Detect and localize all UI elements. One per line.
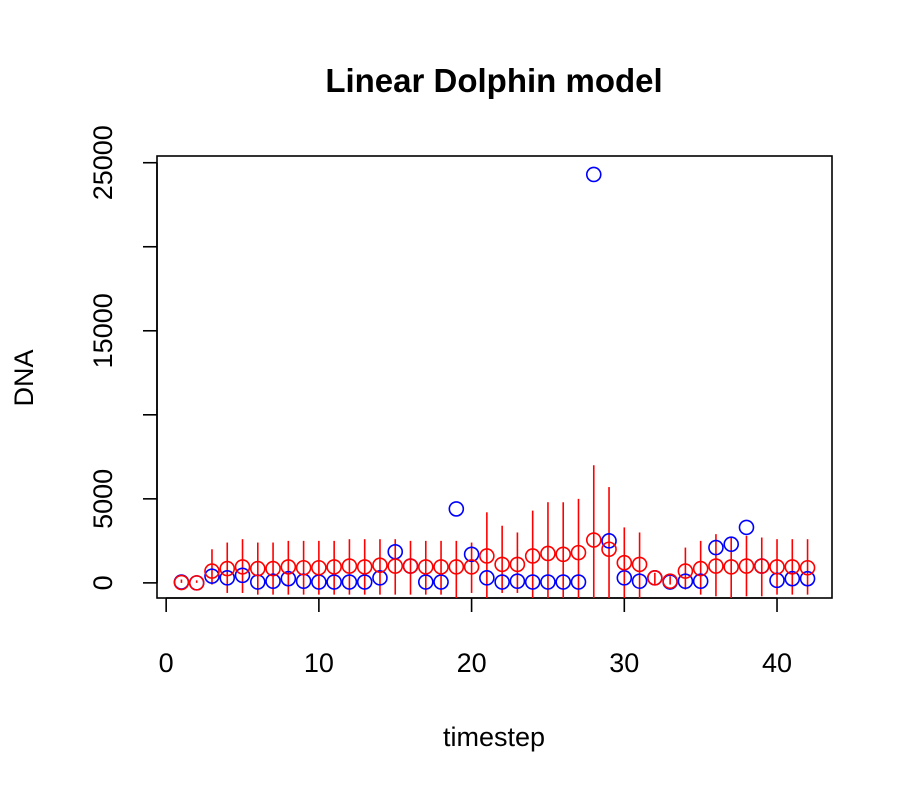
observed-point <box>601 533 617 549</box>
model-point <box>509 556 526 573</box>
model-point <box>692 560 709 577</box>
observed-point <box>341 574 358 590</box>
model-point <box>433 559 449 575</box>
observed-point <box>219 570 236 586</box>
observed-point <box>784 570 801 587</box>
observed-point <box>433 574 449 590</box>
model-point <box>372 557 388 574</box>
error-bars <box>180 465 809 598</box>
model-point <box>341 558 358 574</box>
x-tick-label: 0 <box>159 648 174 678</box>
model-point <box>601 541 617 558</box>
x-axis-label: timestep <box>443 722 545 752</box>
model-point <box>738 558 755 574</box>
model-point <box>799 559 816 576</box>
model-point <box>219 560 236 577</box>
model-point <box>326 559 342 575</box>
y-tick-label: 5000 <box>88 469 118 529</box>
observed-point <box>677 573 694 589</box>
observed-point <box>479 570 495 586</box>
model-point <box>204 563 220 579</box>
model-point <box>463 559 480 575</box>
observed-point <box>540 574 556 590</box>
y-axis: 0 5000 15000 25000 <box>88 125 158 590</box>
model-point <box>249 560 266 577</box>
x-tick-label: 30 <box>609 648 639 678</box>
observed-point <box>417 574 434 590</box>
observed-point <box>799 570 816 587</box>
model-point <box>188 575 205 591</box>
x-tick-label: 40 <box>762 648 792 678</box>
observed-point <box>524 574 541 590</box>
model-point <box>265 560 281 577</box>
model-point <box>402 558 419 574</box>
y-tick-label: 15000 <box>88 293 118 368</box>
observed-point <box>265 573 281 589</box>
model-point <box>585 532 602 548</box>
observed-point <box>463 546 480 563</box>
model-point <box>479 548 495 564</box>
model-point <box>708 558 724 574</box>
model-point <box>280 559 297 575</box>
observed-point <box>723 536 740 553</box>
model-point <box>234 559 251 575</box>
observed-point <box>494 574 510 590</box>
model-point <box>311 559 327 576</box>
model-point <box>448 559 465 575</box>
model-point <box>356 559 373 575</box>
observed-point <box>234 567 251 584</box>
model-point <box>295 559 312 576</box>
model-point <box>616 554 633 571</box>
model-point <box>784 559 801 575</box>
chart-title: Linear Dolphin model <box>325 62 662 99</box>
observed-point <box>555 574 572 590</box>
observed-point <box>372 570 388 586</box>
observed-point <box>631 573 648 589</box>
model-point <box>662 573 678 589</box>
data-points <box>173 166 816 591</box>
observed-point <box>204 568 220 584</box>
model-point <box>417 559 434 575</box>
model-point <box>387 558 404 574</box>
observed-point <box>448 501 465 517</box>
observed-point <box>280 570 297 587</box>
model-point <box>631 556 648 573</box>
y-tick-label: 25000 <box>88 125 118 200</box>
observed-point <box>738 519 755 536</box>
observed-point <box>326 574 342 590</box>
y-axis-label: DNA <box>9 349 39 406</box>
model-point <box>769 559 785 575</box>
y-tick-label: 0 <box>88 575 118 590</box>
observed-point <box>570 574 587 590</box>
observed-point <box>708 539 724 556</box>
x-tick-label: 10 <box>304 648 334 678</box>
model-point <box>677 563 694 579</box>
model-point <box>540 545 556 562</box>
observed-point <box>509 573 526 589</box>
model-point <box>753 558 770 574</box>
model-point <box>494 556 510 573</box>
observed-point <box>356 574 373 590</box>
observed-point <box>692 573 709 589</box>
observed-point <box>585 166 602 183</box>
model-point <box>723 559 740 575</box>
plot-frame <box>156 155 833 599</box>
x-axis: 0 10 20 30 40 <box>159 597 792 678</box>
model-point <box>555 546 572 563</box>
observed-point <box>616 570 633 586</box>
model-point <box>570 544 587 561</box>
x-tick-label: 20 <box>457 648 487 678</box>
model-point <box>647 570 663 586</box>
model-point <box>524 548 541 564</box>
model-point <box>173 574 190 591</box>
